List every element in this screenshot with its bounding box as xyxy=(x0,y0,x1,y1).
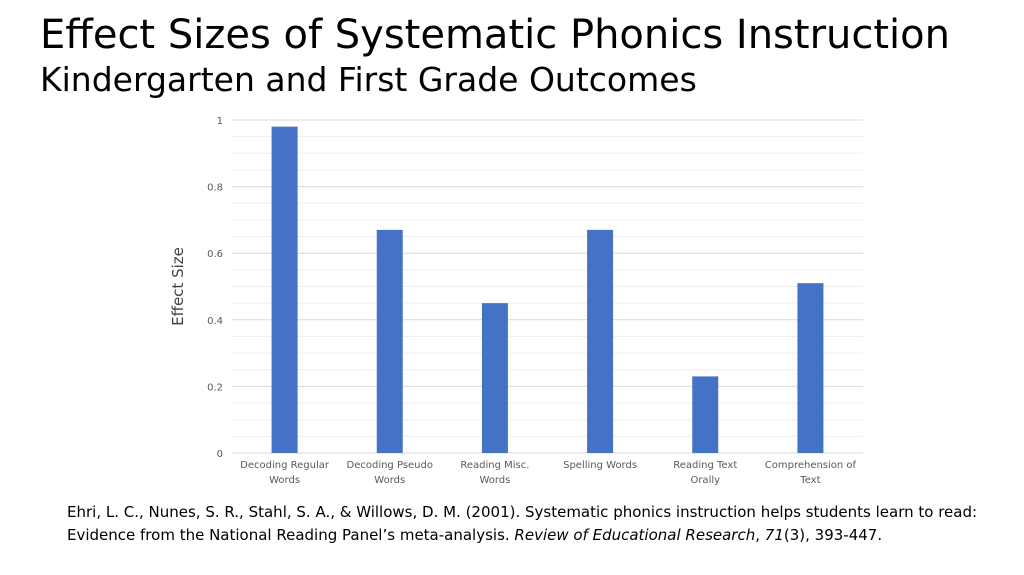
citation-line-2: Evidence from the National Reading Panel… xyxy=(67,524,1007,547)
y-axis-tick-labels: 0 0.2 0.4 0.6 0.8 1 xyxy=(207,116,223,460)
bar xyxy=(271,126,298,453)
citation: Ehri, L. C., Nunes, S. R., Stahl, S. A.,… xyxy=(67,501,1007,547)
y-axis-label: Effect Size xyxy=(169,247,187,326)
x-category-label: Reading Text Orally xyxy=(673,460,737,486)
citation-issue-pages: (3), 393-447. xyxy=(783,526,883,544)
y-tick-label: 0.8 xyxy=(207,183,223,194)
citation-text: Evidence from the National Reading Panel… xyxy=(67,526,515,544)
bar xyxy=(376,229,403,453)
y-tick-label: 0.2 xyxy=(207,382,223,393)
slide-subtitle: Kindergarten and First Grade Outcomes xyxy=(40,60,697,99)
chart-bars xyxy=(271,126,824,453)
y-tick-label: 0.4 xyxy=(207,316,223,327)
x-category-label: Decoding Regular Words xyxy=(240,460,330,486)
y-tick-label: 0 xyxy=(217,449,223,460)
y-tick-label: 1 xyxy=(217,116,223,127)
citation-separator: , xyxy=(755,526,765,544)
citation-journal: Review of Educational Research xyxy=(514,526,756,544)
bar xyxy=(587,229,614,453)
x-category-label: Spelling Words xyxy=(563,460,637,471)
x-category-label: Reading Misc. Words xyxy=(460,460,529,486)
slide-title: Effect Sizes of Systematic Phonics Instr… xyxy=(40,12,950,58)
bar xyxy=(481,303,508,453)
effect-size-bar-chart: 00.20.40.60.81 Decoding Regular WordsDeco… xyxy=(169,116,863,486)
citation-line-1: Ehri, L. C., Nunes, S. R., Stahl, S. A.,… xyxy=(67,503,978,521)
citation-volume: 71 xyxy=(764,526,784,544)
y-tick-label: 0.6 xyxy=(207,249,223,260)
bar xyxy=(692,376,719,453)
x-category-label: Comprehension of Text xyxy=(765,460,857,486)
x-axis-category-labels: Decoding Regular Words Decoding Pseudo Word… xyxy=(240,460,856,486)
x-category-label: Decoding Pseudo Words xyxy=(347,460,433,486)
bar xyxy=(797,283,824,453)
chart-gridlines xyxy=(232,119,863,454)
